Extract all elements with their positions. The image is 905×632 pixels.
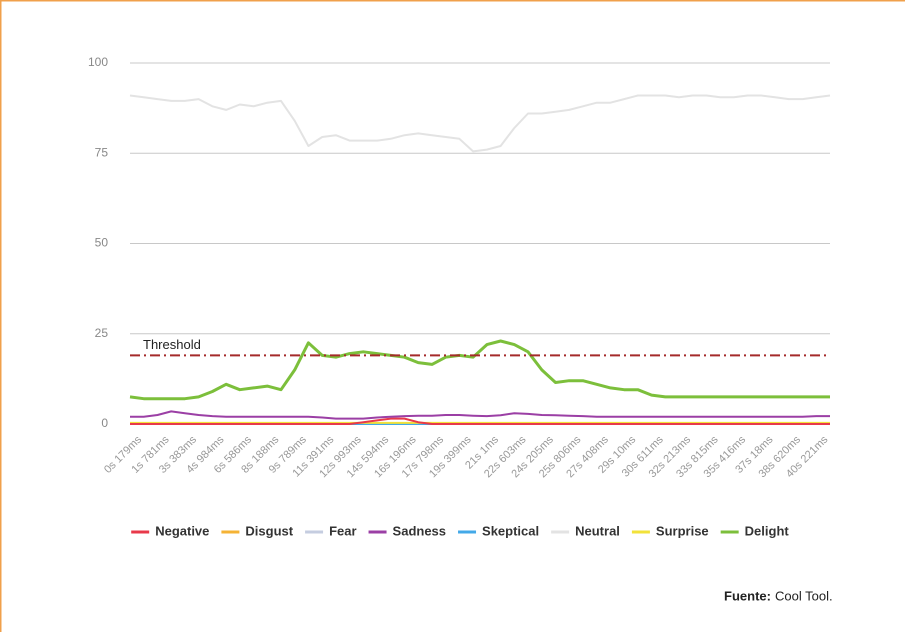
y-tick-label: 25 bbox=[95, 326, 109, 340]
legend-label: Skeptical bbox=[482, 523, 539, 538]
legend-label: Disgust bbox=[245, 523, 293, 538]
legend-label: Neutral bbox=[575, 523, 620, 538]
legend-label: Fear bbox=[329, 523, 356, 538]
series-line bbox=[130, 417, 830, 425]
source-text: Cool Tool. bbox=[775, 588, 833, 603]
legend-label: Sadness bbox=[393, 523, 446, 538]
threshold-label: Threshold bbox=[143, 337, 201, 352]
series-line bbox=[129, 94, 831, 153]
y-tick-label: 75 bbox=[95, 145, 109, 159]
y-tick-label: 0 bbox=[101, 416, 108, 430]
legend-label: Negative bbox=[155, 523, 209, 538]
series-line bbox=[129, 339, 830, 401]
series-line bbox=[130, 410, 830, 420]
y-tick-label: 100 bbox=[88, 55, 108, 69]
legend-label: Surprise bbox=[656, 523, 709, 538]
source-label: Fuente: bbox=[724, 588, 771, 603]
y-tick-label: 50 bbox=[95, 236, 109, 250]
legend: Negative Disgust Fear Sadness Skeptical Neutr… bbox=[131, 523, 789, 538]
legend-label: Delight bbox=[745, 523, 790, 538]
